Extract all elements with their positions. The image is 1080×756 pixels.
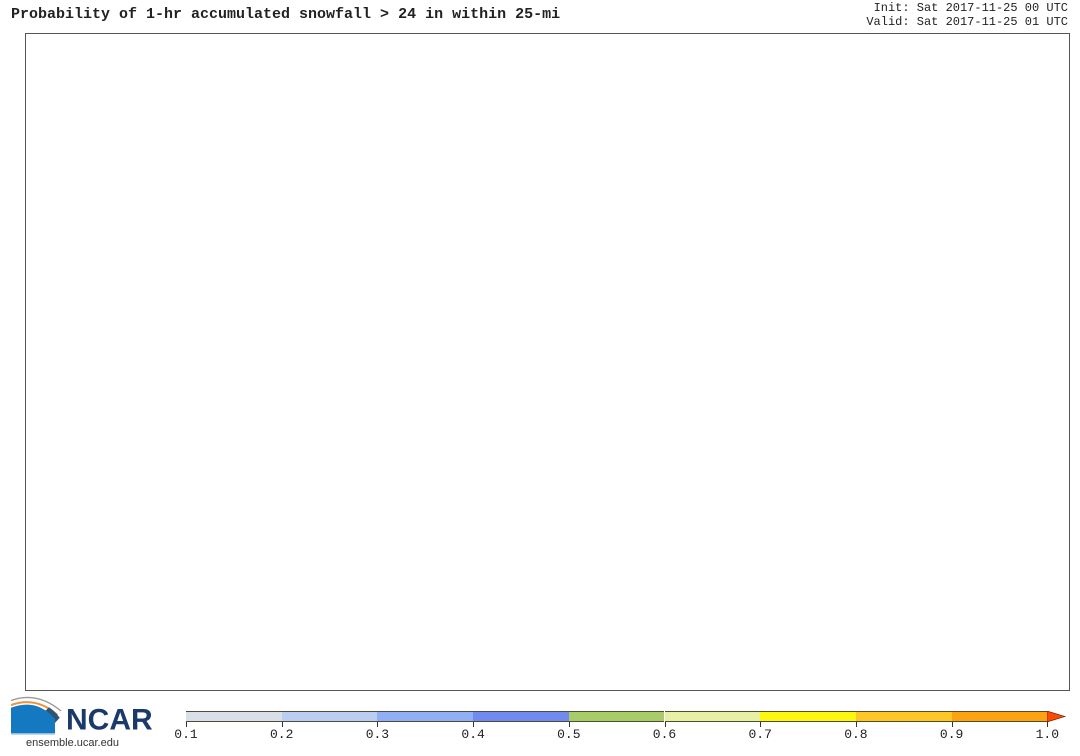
svg-text:NCAR: NCAR <box>66 704 153 737</box>
